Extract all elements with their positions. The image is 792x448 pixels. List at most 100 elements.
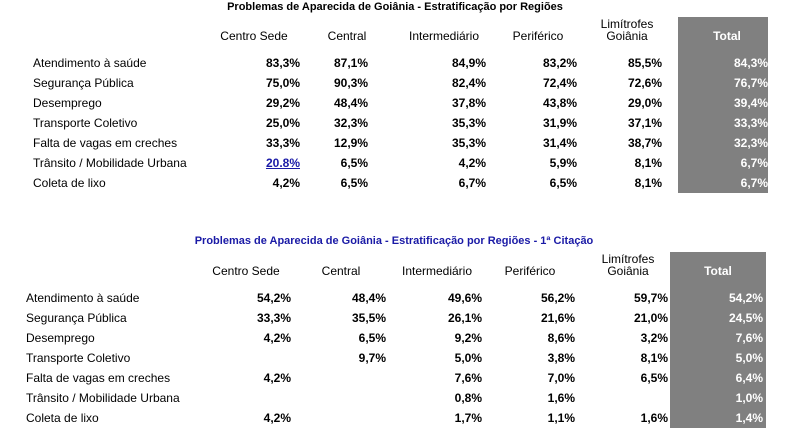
total-column-bg <box>670 252 766 428</box>
value-cell: 90,3% <box>333 76 368 90</box>
value-cell: 72,4% <box>542 76 577 90</box>
value-cell: 4,2% <box>458 156 486 170</box>
value-cell: 1,6% <box>640 411 668 425</box>
column-header: Intermediário <box>408 29 480 43</box>
value-cell: 84,9% <box>451 56 486 70</box>
value-cell: 83,3% <box>265 56 300 70</box>
value-cell: 6,5% <box>640 371 668 385</box>
row-label: Segurança Pública <box>26 311 127 325</box>
value-cell: 29,0% <box>627 96 662 110</box>
value-cell: 6,5% <box>340 156 368 170</box>
total-cell: 1,0% <box>735 391 763 405</box>
row-label: Trânsito / Mobilidade Urbana <box>26 391 180 405</box>
value-cell: 1,1% <box>547 411 575 425</box>
row-label: Transporte Coletivo <box>26 351 131 365</box>
total-cell: 6,4% <box>735 371 763 385</box>
value-cell: 4,2% <box>263 411 291 425</box>
column-header: Limítrofes <box>601 252 655 266</box>
value-cell: 5,0% <box>454 351 482 365</box>
row-label: Falta de vagas em creches <box>26 371 171 385</box>
total-cell: 32,3% <box>733 136 768 150</box>
total-cell: 6,7% <box>740 176 768 190</box>
value-cell: 8,1% <box>634 156 662 170</box>
value-cell: 6,5% <box>549 176 577 190</box>
value-cell: 25,0% <box>265 116 300 130</box>
value-cell: 7,0% <box>547 371 575 385</box>
value-cell: 85,5% <box>627 56 662 70</box>
value-cell: 29,2% <box>265 96 300 110</box>
row-label: Coleta de lixo <box>26 411 99 425</box>
total-cell: 24,5% <box>728 311 763 325</box>
row-label: Atendimento à saúde <box>26 291 140 305</box>
value-cell: 26,1% <box>447 311 482 325</box>
value-cell: 35,3% <box>451 136 486 150</box>
total-cell: 7,6% <box>735 331 763 345</box>
value-cell: 21,0% <box>633 311 668 325</box>
column-header: Limítrofes <box>600 17 654 31</box>
column-header: Centro Sede <box>220 29 288 43</box>
value-cell: 6,7% <box>458 176 486 190</box>
value-cell: 48,4% <box>351 291 386 305</box>
value-cell: 59,7% <box>633 291 668 305</box>
column-header: Centro Sede <box>212 264 280 278</box>
value-cell: 12,9% <box>333 136 368 150</box>
value-cell: 3,2% <box>640 331 668 345</box>
value-cell: 43,8% <box>542 96 577 110</box>
column-header: Periférico <box>512 29 564 43</box>
total-cell: 54,2% <box>728 291 763 305</box>
value-cell: 5,9% <box>549 156 577 170</box>
total-cell: 1,4% <box>735 411 763 425</box>
total-cell: 6,7% <box>740 156 768 170</box>
value-cell: 33,3% <box>265 136 300 150</box>
row-label: Atendimento à saúde <box>33 56 147 70</box>
value-cell: 35,3% <box>451 116 486 130</box>
value-cell: 4,2% <box>263 371 291 385</box>
row-label: Falta de vagas em creches <box>33 136 178 150</box>
value-cell: 31,9% <box>542 116 577 130</box>
total-cell: 39,4% <box>733 96 768 110</box>
value-cell: 31,4% <box>542 136 577 150</box>
value-cell: 37,8% <box>451 96 486 110</box>
value-cell: 1,7% <box>454 411 482 425</box>
column-header: Total <box>704 264 732 278</box>
row-label: Desemprego <box>33 96 102 110</box>
row-label: Coleta de lixo <box>33 176 106 190</box>
row-label: Segurança Pública <box>33 76 134 90</box>
value-cell: 54,2% <box>256 291 291 305</box>
column-header: Goiânia <box>607 264 649 278</box>
value-cell: 9,2% <box>454 331 482 345</box>
table-title: Problemas de Aparecida de Goiânia - Estr… <box>194 235 594 247</box>
value-cell: 35,5% <box>351 311 386 325</box>
total-column-bg <box>678 17 768 193</box>
value-link[interactable]: 20.8% <box>265 156 300 170</box>
value-cell: 6,5% <box>358 331 386 345</box>
column-header: Intermediário <box>401 264 473 278</box>
column-header: Central <box>327 29 367 43</box>
table-title: Problemas de Aparecida de Goiânia - Estr… <box>227 1 563 13</box>
value-cell: 56,2% <box>540 291 575 305</box>
value-cell: 75,0% <box>265 76 300 90</box>
value-cell: 8,1% <box>640 351 668 365</box>
column-header: Goiânia <box>606 29 648 43</box>
value-cell: 33,3% <box>256 311 291 325</box>
value-cell: 82,4% <box>451 76 486 90</box>
column-header: Total <box>713 29 741 43</box>
value-cell: 4,2% <box>263 331 291 345</box>
column-header: Central <box>321 264 361 278</box>
value-cell: 8,6% <box>547 331 575 345</box>
value-cell: 83,2% <box>542 56 577 70</box>
value-cell: 0,8% <box>454 391 482 405</box>
total-cell: 76,7% <box>733 76 768 90</box>
value-cell: 38,7% <box>627 136 662 150</box>
total-cell: 5,0% <box>735 351 763 365</box>
value-cell: 7,6% <box>454 371 482 385</box>
total-cell: 84,3% <box>733 56 768 70</box>
value-cell: 87,1% <box>333 56 368 70</box>
total-cell: 33,3% <box>733 116 768 130</box>
value-cell: 49,6% <box>447 291 482 305</box>
value-cell: 4,2% <box>272 176 300 190</box>
row-label: Transporte Coletivo <box>33 116 138 130</box>
value-cell: 21,6% <box>540 311 575 325</box>
value-cell: 9,7% <box>358 351 386 365</box>
value-cell: 32,3% <box>333 116 368 130</box>
